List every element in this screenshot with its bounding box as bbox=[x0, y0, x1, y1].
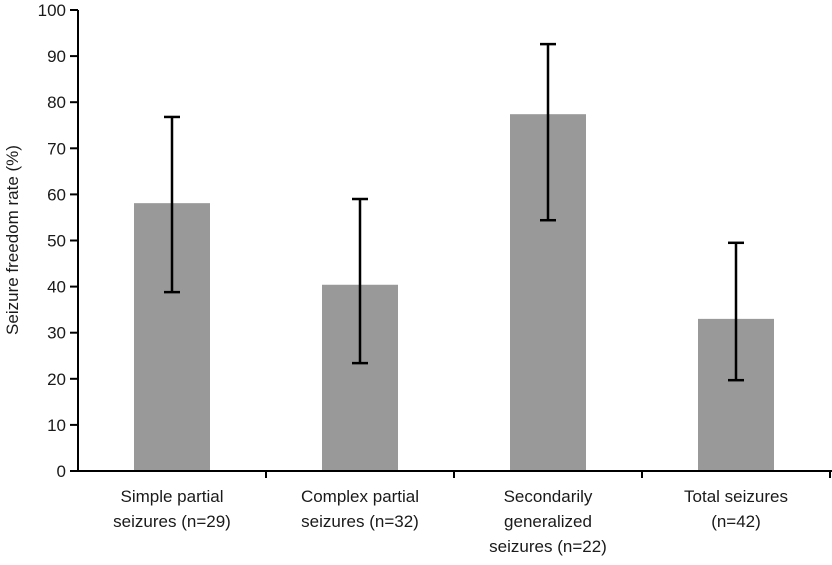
x-axis-labels: Simple partial seizures (n=29) Complex par… bbox=[113, 487, 788, 556]
axes bbox=[70, 10, 832, 478]
y-tick-label: 30 bbox=[47, 324, 66, 343]
y-axis-label: Seizure freedom rate (%) bbox=[3, 145, 22, 335]
error-bar bbox=[728, 241, 744, 382]
x-tick-label-line: Complex partial bbox=[301, 487, 419, 506]
y-tick-label: 80 bbox=[47, 93, 66, 112]
y-tick-label: 40 bbox=[47, 278, 66, 297]
y-tick-label: 10 bbox=[47, 416, 66, 435]
bars bbox=[134, 114, 774, 471]
y-tick-label: 70 bbox=[47, 139, 66, 158]
x-tick-label: Total seizures (n=42) bbox=[684, 487, 788, 531]
error-bar bbox=[164, 115, 180, 294]
x-tick-label-line: Secondarily bbox=[504, 487, 593, 506]
y-tick-label: 20 bbox=[47, 370, 66, 389]
y-tick-label: 100 bbox=[38, 1, 66, 20]
y-tick-label: 60 bbox=[47, 185, 66, 204]
x-tick-label-line: Total seizures bbox=[684, 487, 788, 506]
x-tick-label-line: Simple partial bbox=[121, 487, 224, 506]
x-tick-label-line: seizures (n=22) bbox=[489, 537, 607, 556]
error-bar bbox=[540, 42, 556, 222]
y-tick-label: 90 bbox=[47, 47, 66, 66]
x-tick-label: Secondarily generalized seizures (n=22) bbox=[489, 487, 607, 556]
x-tick-label: Simple partial seizures (n=29) bbox=[113, 487, 231, 531]
x-tick-label-line: seizures (n=32) bbox=[301, 512, 419, 531]
error-bar bbox=[352, 197, 368, 365]
y-tick-label: 50 bbox=[47, 232, 66, 251]
x-tick-label: Complex partial seizures (n=32) bbox=[301, 487, 419, 531]
y-axis-ticks: 0 10 20 30 40 50 60 70 80 90 100 bbox=[38, 1, 78, 481]
x-tick-label-line: seizures (n=29) bbox=[113, 512, 231, 531]
x-tick-label-line: (n=42) bbox=[711, 512, 761, 531]
x-tick-label-line: generalized bbox=[504, 512, 592, 531]
error-bars bbox=[164, 42, 744, 382]
y-tick-label: 0 bbox=[57, 462, 66, 481]
